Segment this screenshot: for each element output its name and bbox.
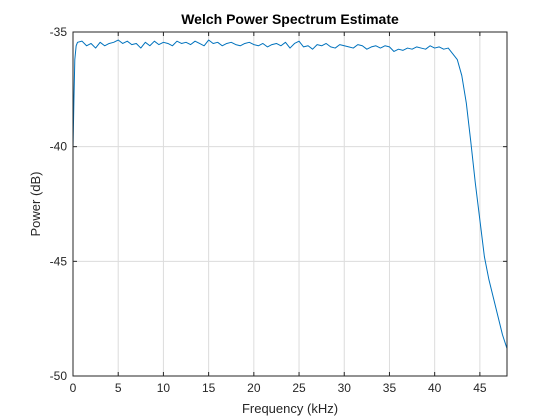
- x-tick-label: 20: [247, 381, 261, 395]
- series-group: [72, 39, 508, 349]
- axes-frame: [72, 31, 508, 377]
- x-tick-label: 30: [338, 381, 352, 395]
- y-tick-label: -40: [50, 140, 68, 154]
- y-tick-labels: -50 -45 -40 -35: [50, 25, 68, 383]
- y-axis-label: Power (dB): [28, 171, 43, 236]
- plot-area: [73, 32, 507, 376]
- y-tick-label: -35: [50, 25, 68, 39]
- x-tick-label: 40: [428, 381, 442, 395]
- x-tick-label: 5: [115, 381, 122, 395]
- y-tick-label: -50: [50, 369, 68, 383]
- x-tick-label: 45: [473, 381, 487, 395]
- x-tick-label: 35: [383, 381, 397, 395]
- x-tick-label: 25: [292, 381, 306, 395]
- power-spectrum-line: [72, 39, 508, 349]
- x-axis-label: Frequency (kHz): [242, 401, 338, 416]
- x-tick-label: 0: [70, 381, 77, 395]
- grid-lines: [73, 32, 507, 376]
- x-tick-label: 15: [202, 381, 216, 395]
- chart-title: Welch Power Spectrum Estimate: [181, 11, 399, 27]
- x-tick-labels: 0 5 10 15 20 25 30 35 40 45: [70, 381, 487, 395]
- y-tick-label: -45: [50, 254, 68, 268]
- axis-ticks: [72, 31, 507, 377]
- x-tick-label: 10: [157, 381, 171, 395]
